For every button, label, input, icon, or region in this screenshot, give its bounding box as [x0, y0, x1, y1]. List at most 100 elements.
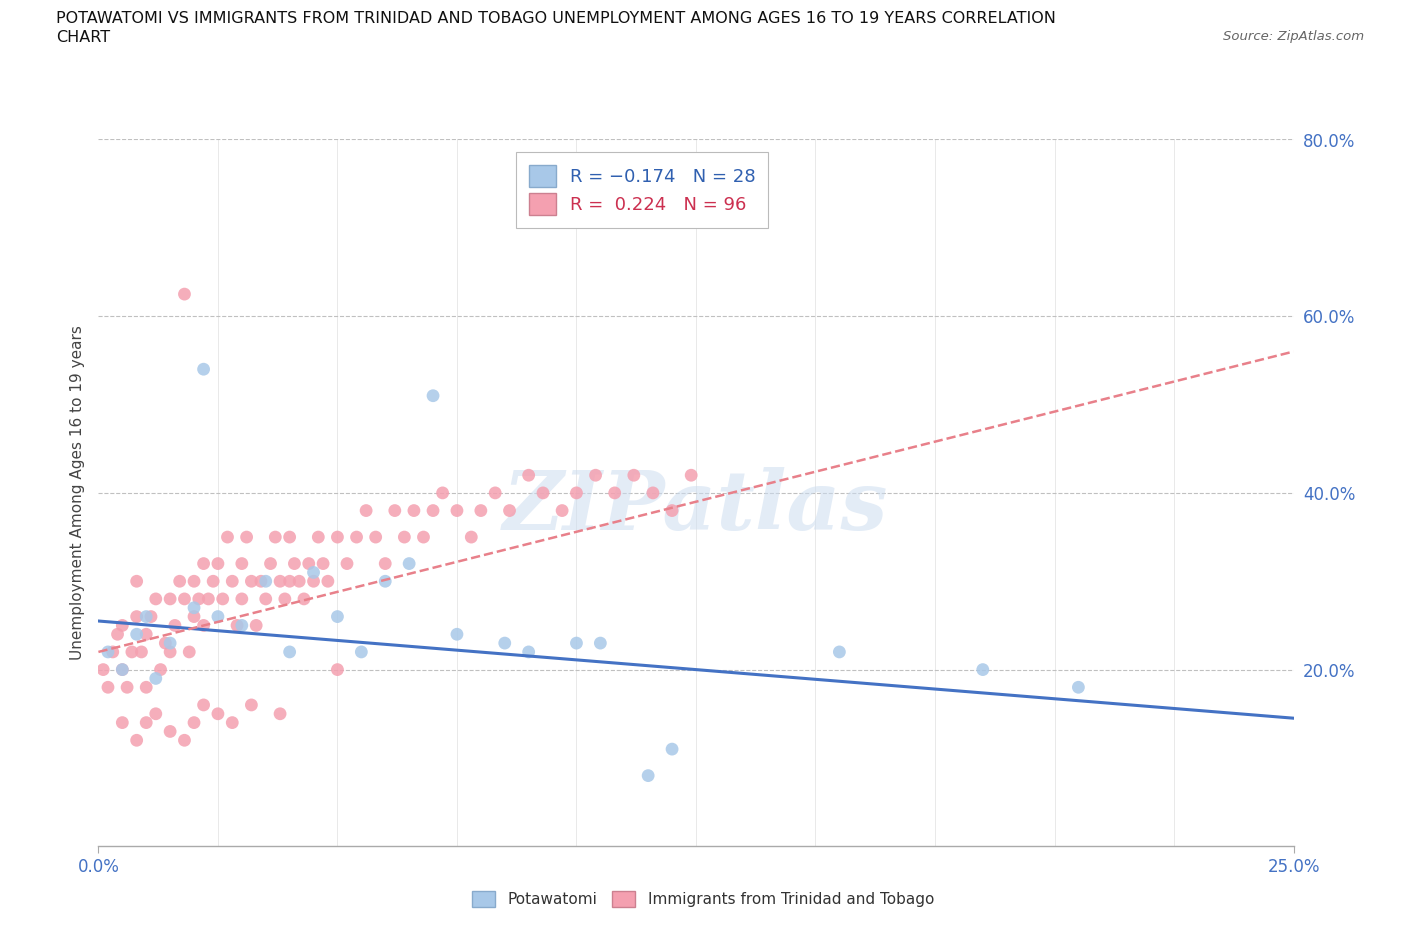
- Point: [111, 662, 134, 677]
- Point: [681, 468, 703, 483]
- Point: [183, 574, 205, 589]
- Point: [235, 530, 257, 545]
- Point: [159, 591, 181, 606]
- Point: [350, 644, 373, 659]
- Point: [145, 671, 167, 686]
- Point: [135, 609, 157, 624]
- Point: [187, 591, 209, 606]
- Point: [531, 485, 554, 500]
- Point: [91, 662, 114, 677]
- Point: [202, 574, 225, 589]
- Point: [972, 662, 994, 677]
- Point: [193, 556, 215, 571]
- Point: [139, 609, 162, 624]
- Point: [145, 591, 167, 606]
- Text: POTAWATOMI VS IMMIGRANTS FROM TRINIDAD AND TOBAGO UNEMPLOYMENT AMONG AGES 16 TO : POTAWATOMI VS IMMIGRANTS FROM TRINIDAD A…: [56, 11, 1056, 26]
- Point: [828, 644, 851, 659]
- Point: [641, 485, 664, 500]
- Point: [603, 485, 626, 500]
- Point: [217, 530, 239, 545]
- Point: [207, 707, 229, 722]
- Point: [231, 556, 253, 571]
- Point: [183, 601, 205, 616]
- Point: [107, 627, 129, 642]
- Point: [278, 574, 301, 589]
- Text: CHART: CHART: [56, 30, 110, 45]
- Point: [125, 609, 148, 624]
- Y-axis label: Unemployment Among Ages 16 to 19 years: Unemployment Among Ages 16 to 19 years: [69, 326, 84, 660]
- Point: [111, 618, 134, 633]
- Point: [470, 503, 492, 518]
- Point: [354, 503, 377, 518]
- Point: [240, 698, 263, 712]
- Point: [498, 503, 520, 518]
- Point: [207, 609, 229, 624]
- Point: [422, 503, 444, 518]
- Point: [517, 644, 540, 659]
- Point: [169, 574, 191, 589]
- Point: [193, 362, 215, 377]
- Point: [637, 768, 659, 783]
- Point: [159, 644, 181, 659]
- Point: [517, 468, 540, 483]
- Point: [312, 556, 335, 571]
- Point: [589, 636, 612, 651]
- Point: [346, 530, 368, 545]
- Point: [173, 286, 195, 301]
- Point: [254, 574, 277, 589]
- Point: [374, 556, 396, 571]
- Point: [307, 530, 329, 545]
- Point: [125, 574, 148, 589]
- Point: [398, 556, 420, 571]
- Text: Source: ZipAtlas.com: Source: ZipAtlas.com: [1223, 30, 1364, 43]
- Point: [432, 485, 454, 500]
- Point: [240, 574, 263, 589]
- Point: [264, 530, 287, 545]
- Point: [269, 574, 291, 589]
- Point: [283, 556, 305, 571]
- Point: [159, 724, 181, 738]
- Point: [163, 618, 186, 633]
- Point: [316, 574, 339, 589]
- Point: [231, 618, 253, 633]
- Text: ZIPatlas: ZIPatlas: [503, 467, 889, 547]
- Point: [292, 591, 315, 606]
- Legend: R = −0.174   N = 28, R =  0.224   N = 96: R = −0.174 N = 28, R = 0.224 N = 96: [516, 153, 769, 228]
- Point: [149, 662, 172, 677]
- Point: [585, 468, 607, 483]
- Point: [131, 644, 153, 659]
- Point: [565, 485, 588, 500]
- Point: [302, 574, 325, 589]
- Point: [446, 503, 468, 518]
- Point: [111, 715, 134, 730]
- Point: [183, 609, 205, 624]
- Point: [484, 485, 506, 500]
- Point: [278, 644, 301, 659]
- Point: [623, 468, 645, 483]
- Point: [183, 715, 205, 730]
- Point: [226, 618, 249, 633]
- Point: [97, 680, 120, 695]
- Point: [326, 609, 349, 624]
- Point: [111, 662, 134, 677]
- Point: [135, 680, 157, 695]
- Point: [661, 742, 683, 757]
- Point: [155, 636, 177, 651]
- Point: [384, 503, 406, 518]
- Point: [135, 715, 157, 730]
- Point: [211, 591, 233, 606]
- Point: [115, 680, 138, 695]
- Point: [394, 530, 416, 545]
- Point: [565, 636, 588, 651]
- Point: [278, 530, 301, 545]
- Point: [231, 591, 253, 606]
- Point: [298, 556, 321, 571]
- Point: [326, 530, 349, 545]
- Point: [446, 627, 468, 642]
- Point: [254, 591, 277, 606]
- Point: [274, 591, 297, 606]
- Point: [125, 627, 148, 642]
- Point: [101, 644, 124, 659]
- Point: [551, 503, 574, 518]
- Point: [125, 733, 148, 748]
